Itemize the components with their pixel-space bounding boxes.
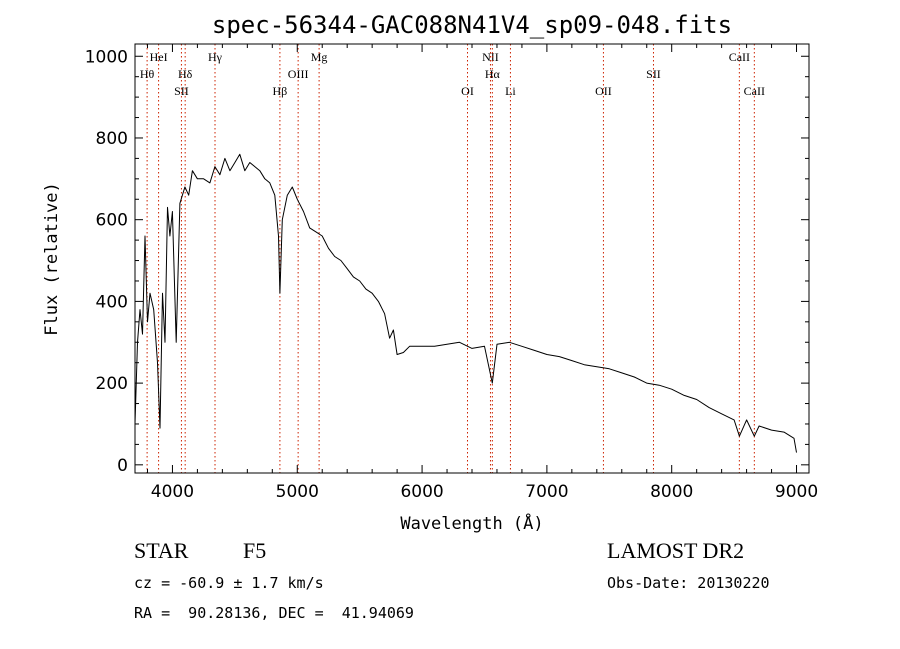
spectrum-series-line [134,153,797,453]
spectral-line-label: CaII [744,84,765,98]
spectral-line-label: Mg [311,50,328,64]
plot-frame [134,43,810,474]
spectral-line-label: Hθ [140,67,155,81]
x-tick-label: 7000 [525,482,568,502]
spectral-line-label: NII [482,50,499,64]
x-tick-label: 5000 [276,482,319,502]
spectral-line-label: Hγ [208,50,223,64]
x-tick-label: 6000 [400,482,443,502]
spectral-line-label: HeI [150,50,168,64]
obs-date-text: Obs-Date: 20130220 [607,574,770,592]
chart-title: spec-56344-GAC088N41V4_sp09-048.fits [212,11,732,39]
x-tick-label: 9000 [775,482,818,502]
redshift-text: cz = -60.9 ± 1.7 km/s [134,574,324,592]
y-tick-label: 0 [117,456,128,476]
y-tick-label: 1000 [85,47,128,67]
survey-name: LAMOST DR2 [607,538,745,563]
spectral-line-label: Hα [485,67,501,81]
y-tick-label: 200 [96,374,128,394]
object-subclass: F5 [243,538,267,563]
spectral-line-label: SII [646,67,661,81]
spectral-line-label: SII [174,84,189,98]
spectral-line-label: OIII [288,67,309,81]
coordinates-text: RA = 90.28136, DEC = 41.94069 [134,604,414,622]
spectral-line-label: Hδ [178,67,193,81]
spectral-line-label: OI [461,84,474,98]
x-tick-label: 4000 [151,482,194,502]
y-axis-label: Flux (relative) [42,182,62,336]
x-tick-label: 8000 [650,482,693,502]
y-tick-label: 400 [96,292,128,312]
spectral-line-label: Li [505,84,516,98]
spectral-line-label: CaII [729,50,750,64]
x-axis-ticks: 4000 5000 6000 7000 8000 9000 [146,44,818,502]
y-tick-label: 800 [96,129,128,149]
object-class: STAR [134,538,189,563]
spectral-line-label: OII [595,84,612,98]
y-axis-ticks: 0 200 400 600 800 1000 [85,47,809,476]
x-axis-label: Wavelength (Å) [400,512,543,534]
y-tick-label: 600 [96,211,128,231]
spectral-line-label: Hβ [273,84,288,98]
